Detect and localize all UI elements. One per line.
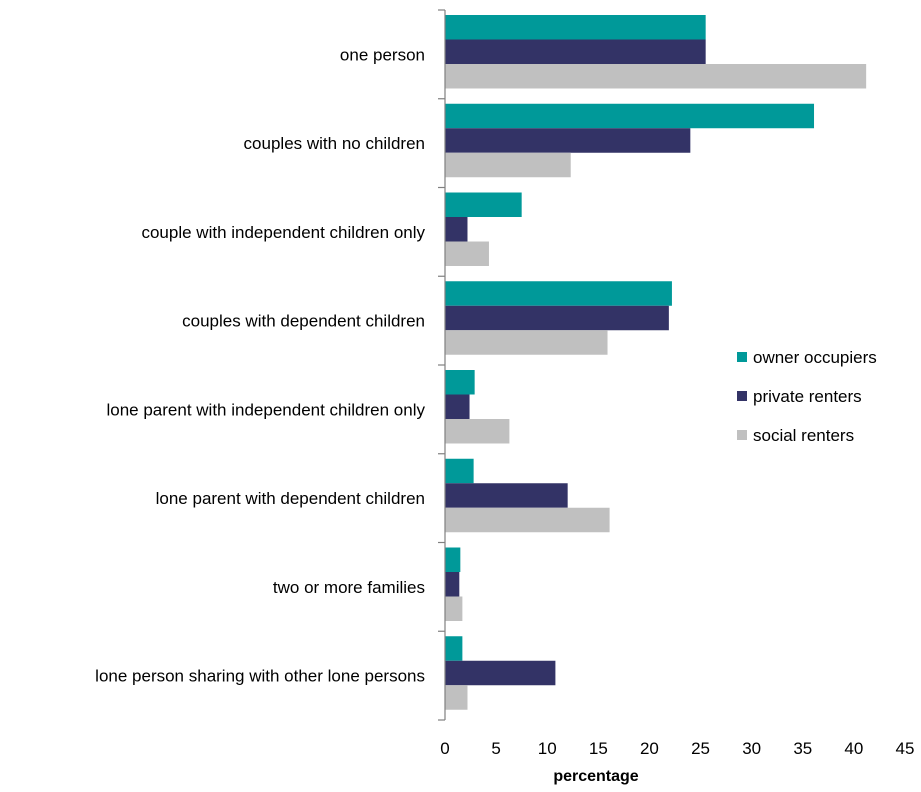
bar-owner-occupiers-6: [445, 458, 474, 484]
bar-social-renters-7: [445, 596, 463, 621]
bar-private-renters-5: [445, 394, 470, 419]
legend-label-owner-occupiers: owner occupiers: [753, 348, 877, 367]
x-tick-label: 5: [491, 739, 500, 758]
bar-private-renters-1: [445, 39, 706, 64]
x-tick-labels: 0 5 10 15 20 25 30 35 40 45: [440, 739, 914, 758]
bar-owner-occupiers-2: [445, 103, 815, 129]
category-label: lone parent with independent children on…: [106, 400, 425, 419]
category-label: lone parent with dependent children: [156, 489, 425, 508]
bar-private-renters-8: [445, 660, 556, 686]
x-tick-label: 40: [844, 739, 863, 758]
bar-owner-occupiers-1: [445, 15, 706, 40]
category-label: couples with no children: [244, 134, 425, 153]
bar-social-renters-1: [445, 64, 867, 89]
category-label: lone person sharing with other lone pers…: [95, 667, 425, 686]
legend-swatch-private-renters: [737, 391, 747, 401]
x-tick-label: 15: [589, 739, 608, 758]
bars-layer: [445, 15, 867, 710]
x-tick-label: 25: [691, 739, 710, 758]
bar-private-renters-2: [445, 128, 691, 153]
bar-owner-occupiers-8: [445, 636, 463, 661]
x-tick-label: 20: [640, 739, 659, 758]
bar-owner-occupiers-5: [445, 370, 475, 395]
category-label: two or more families: [273, 578, 425, 597]
legend-swatch-owner-occupiers: [737, 352, 747, 362]
bar-owner-occupiers-7: [445, 547, 461, 572]
legend-label-private-renters: private renters: [753, 387, 862, 406]
bar-social-renters-3: [445, 241, 489, 266]
x-tick-label: 0: [440, 739, 449, 758]
category-label: one person: [340, 45, 425, 64]
bar-social-renters-4: [445, 330, 608, 355]
x-tick-label: 45: [896, 739, 915, 758]
legend: owner occupiers private renters social ren…: [737, 348, 877, 445]
bar-private-renters-6: [445, 483, 568, 508]
category-labels: one person couples with no children couple…: [95, 45, 425, 685]
axes-layer: [438, 9, 446, 721]
x-tick-label: 10: [538, 739, 557, 758]
bar-social-renters-5: [445, 419, 510, 444]
category-label: couples with dependent children: [182, 312, 425, 331]
bar-owner-occupiers-3: [445, 192, 522, 217]
bar-social-renters-8: [445, 685, 468, 710]
bar-private-renters-4: [445, 305, 669, 331]
x-tick-label: 35: [793, 739, 812, 758]
category-label: couple with independent children only: [141, 223, 425, 242]
legend-label-social-renters: social renters: [753, 426, 854, 445]
bar-owner-occupiers-4: [445, 281, 672, 306]
bar-private-renters-7: [445, 572, 460, 597]
x-tick-label: 30: [742, 739, 761, 758]
bar-social-renters-6: [445, 507, 610, 533]
x-axis-title: percentage: [553, 768, 638, 785]
bar-private-renters-3: [445, 217, 468, 242]
legend-swatch-social-renters: [737, 430, 747, 440]
bar-social-renters-2: [445, 152, 571, 178]
